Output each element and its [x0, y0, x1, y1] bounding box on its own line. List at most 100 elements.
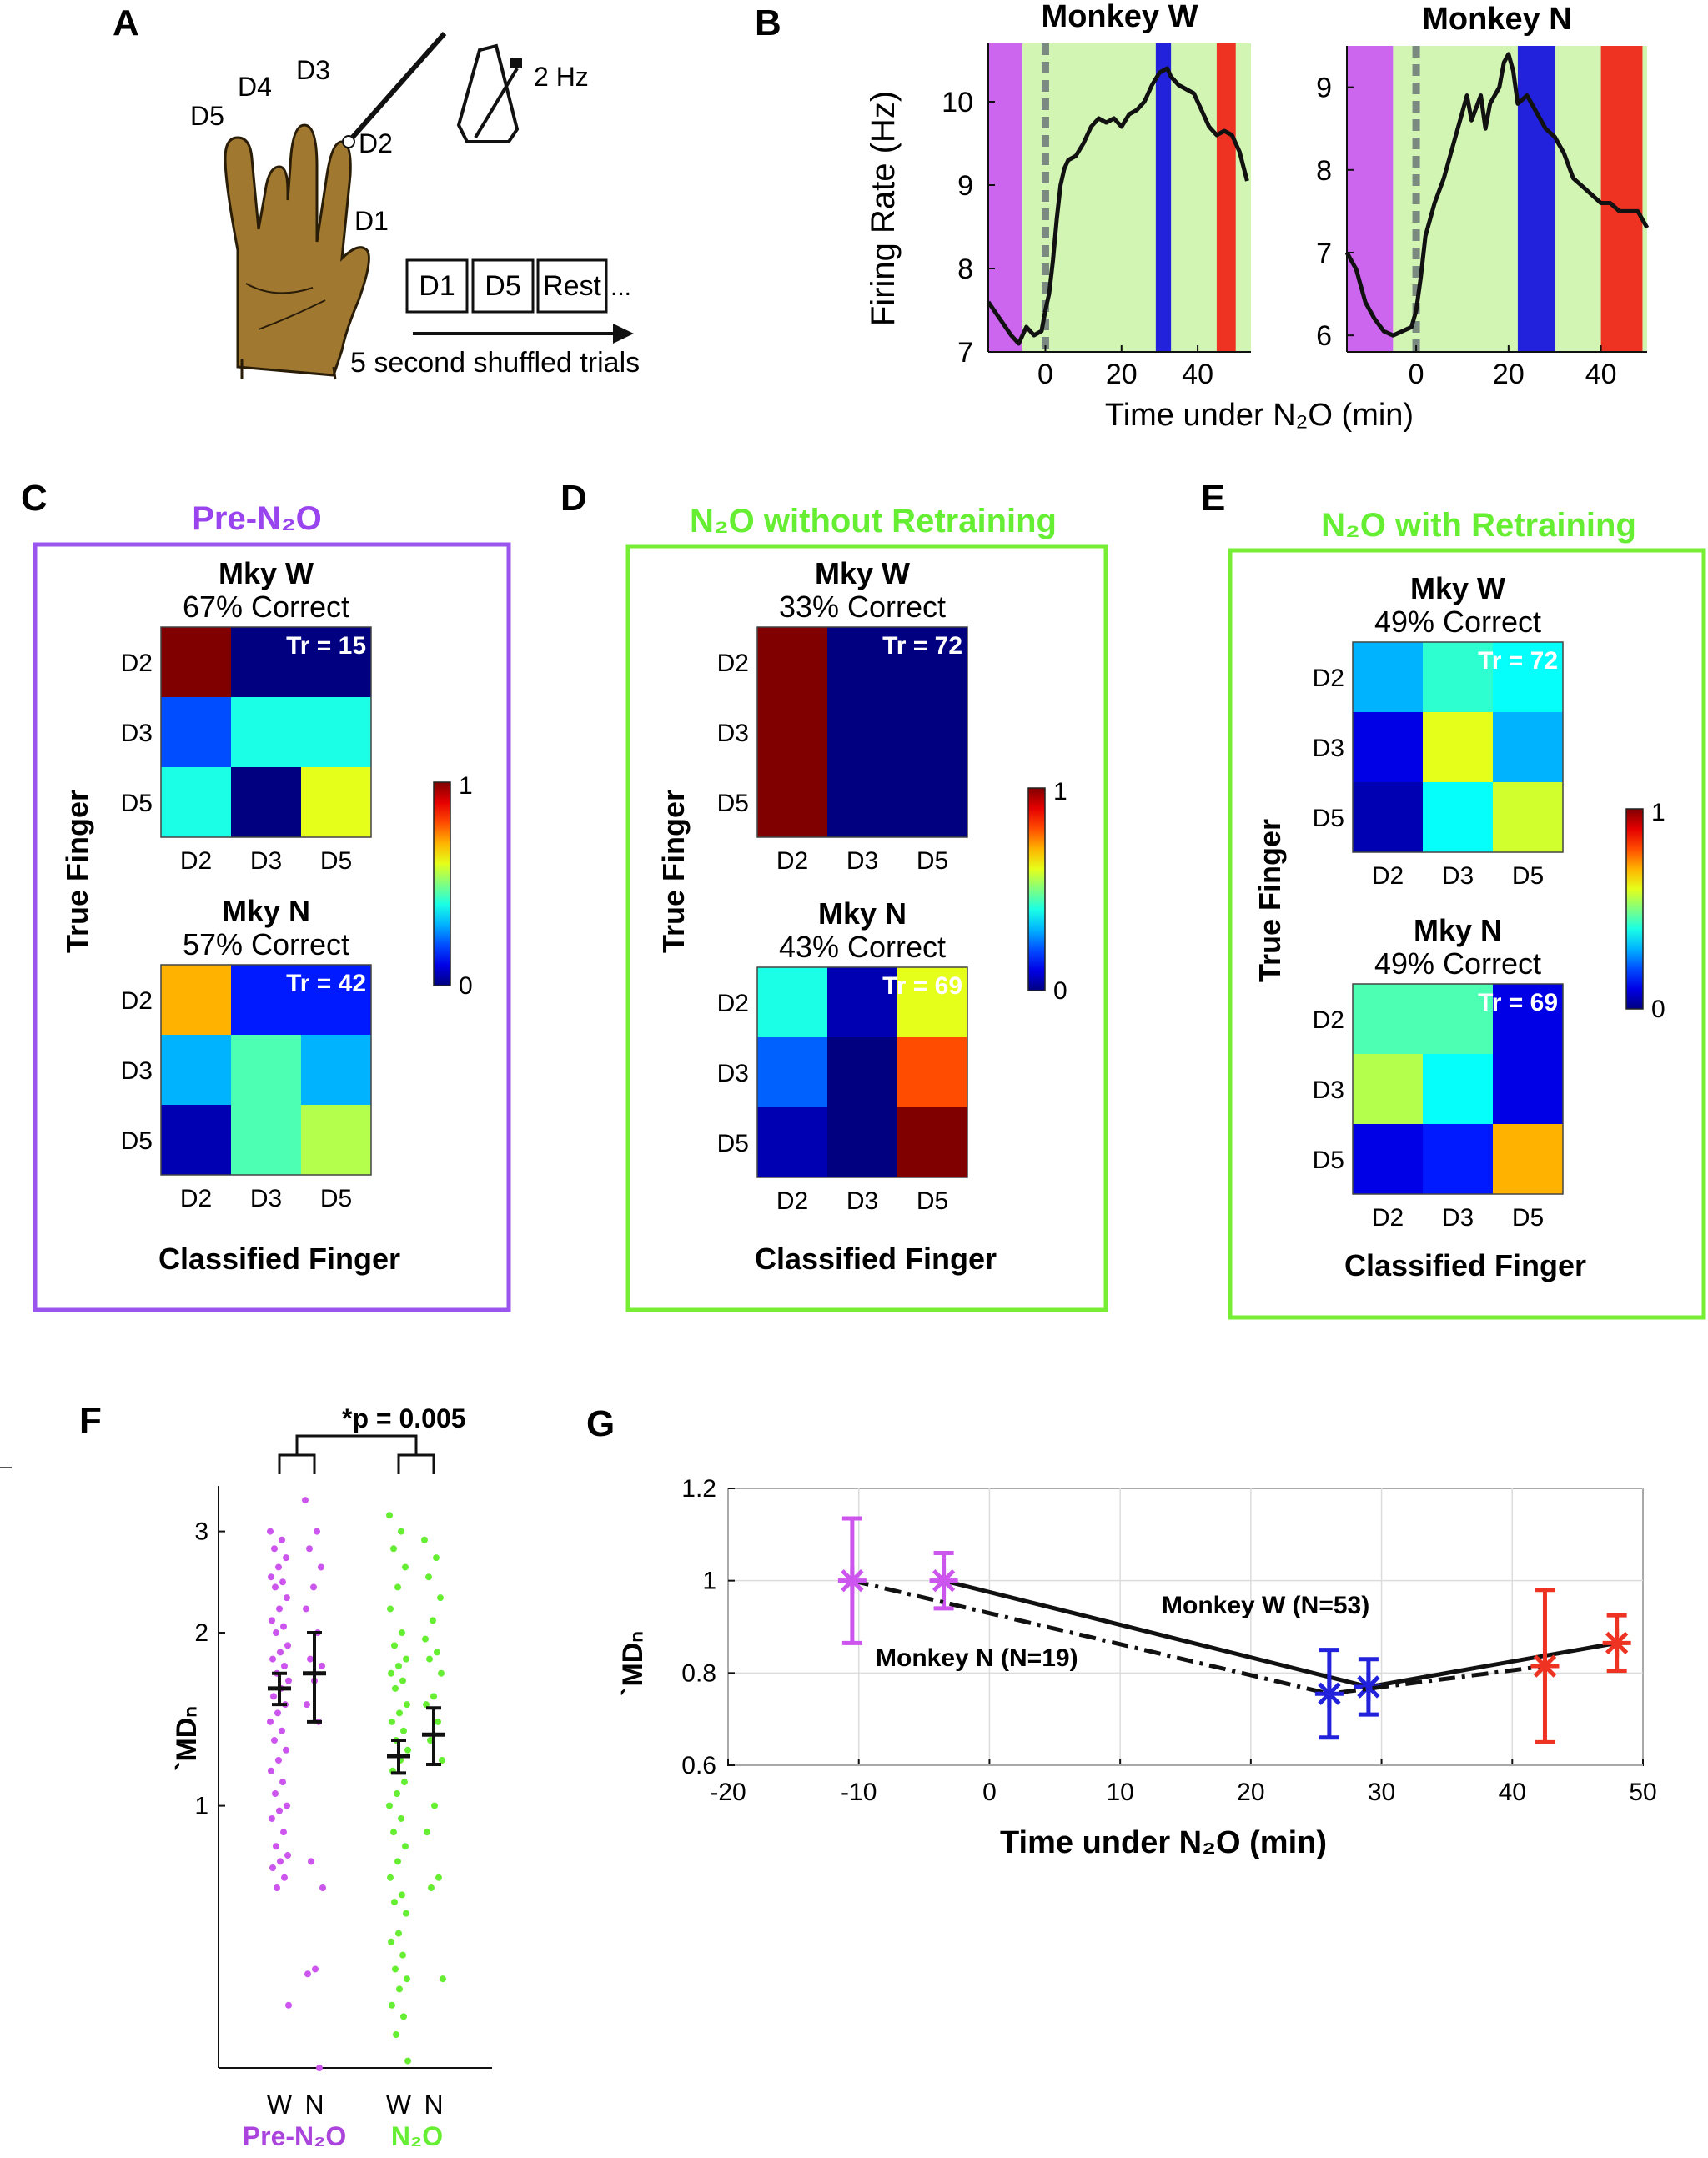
f-point-1 [319, 1884, 326, 1891]
f-point-0 [272, 1583, 279, 1591]
d-w-cell [897, 767, 967, 837]
e-w-trials: Tr = 72 [1478, 647, 1558, 675]
b-w-firing-rate-trace [986, 66, 1249, 346]
b-n-ytick-label: 8 [1316, 155, 1332, 187]
e-n-title: Mky N [1414, 913, 1502, 947]
e-w-row-label: D3 [1313, 735, 1344, 762]
b-n-ytick-label: 7 [1316, 238, 1332, 269]
f-point-3 [440, 1975, 446, 1983]
f-point-3 [435, 1718, 441, 1725]
c-n-row-label: D2 [121, 987, 153, 1015]
f-ytick-label: 3 [194, 1518, 208, 1546]
e-w-row-label: D2 [1313, 665, 1344, 692]
c-n-accuracy: 57% Correct [183, 927, 349, 961]
panel-d-colorbar [1027, 787, 1046, 991]
g-xtick-label: -20 [710, 1779, 746, 1806]
f-point-0 [267, 1718, 274, 1725]
f-point-0 [279, 1536, 285, 1543]
c-n-cell [161, 1105, 231, 1175]
c-n-col-label: D5 [320, 1185, 352, 1212]
f-point-2 [400, 2013, 407, 2020]
f-point-3 [439, 1757, 445, 1764]
panel-e-colorbar-max: 1 [1651, 799, 1665, 826]
b-w-xtick-label: 0 [1037, 359, 1053, 390]
f-point-1 [304, 1701, 310, 1709]
trial-sequence: D1 D5 Rest ... 5 second shuffled trials [350, 258, 640, 379]
f-point-0 [277, 1649, 284, 1656]
e-n-row-label: D2 [1313, 1006, 1344, 1034]
e-w-cell [1493, 782, 1563, 852]
panel-letter-f: F [79, 1400, 102, 1441]
e-n-cell [1353, 984, 1423, 1054]
f-point-0 [280, 1829, 287, 1836]
f-point-0 [274, 1709, 281, 1717]
e-n-row-label: D5 [1313, 1147, 1344, 1174]
panel-d-xlabel: Classified Finger [755, 1242, 997, 1276]
c-w-col-label: D3 [250, 847, 282, 875]
g-axes-box [727, 1488, 1644, 1766]
f-ytick-label: 1 [194, 1793, 208, 1820]
f-point-2 [388, 1938, 394, 1945]
g-ytick-label: 0.8 [681, 1659, 716, 1687]
stimulation-probe [346, 32, 447, 143]
f-point-1 [302, 1497, 309, 1504]
b-w-xtick-label: 40 [1182, 359, 1213, 390]
panel-d-frame [625, 544, 1108, 1312]
f-point-0 [271, 1545, 278, 1553]
d-n-accuracy: 43% Correct [779, 930, 946, 964]
panel-letter-c: C [21, 478, 48, 519]
f-point-3 [422, 1635, 429, 1643]
f-point-2 [399, 1951, 406, 1959]
d-n-border [756, 966, 968, 1178]
c-w-col-label: D2 [180, 847, 212, 875]
c-n-cell [231, 1105, 301, 1175]
panel-f-scatter: 1 2 3 [0, 1434, 492, 2071]
panel-e-colorbar-min: 0 [1651, 996, 1665, 1023]
e-n-cell [1493, 1054, 1563, 1124]
f-point-0 [275, 1757, 282, 1764]
f-point-3 [434, 1649, 440, 1656]
d-n-cell [897, 1037, 967, 1107]
c-w-cell [301, 627, 371, 697]
f-point-3 [423, 1701, 430, 1709]
e-w-col-label: D5 [1512, 862, 1544, 890]
e-n-trials: Tr = 69 [1478, 989, 1558, 1016]
d-w-col-label: D3 [846, 847, 878, 875]
f-point-2 [386, 1802, 393, 1809]
f-point-0 [285, 2001, 292, 2009]
panel-f-group-n2o: N₂O [391, 2121, 443, 2151]
colorbars: 1 0 1 0 1 0 [433, 772, 1665, 1023]
trial-box-d5-label: D5 [485, 270, 520, 302]
c-n-border [160, 964, 372, 1176]
d-w-cell [757, 627, 827, 697]
c-w-row-label: D3 [121, 720, 153, 747]
d-n-row-label: D3 [717, 1060, 749, 1087]
b-w-ytick-label: 8 [957, 253, 973, 285]
b-n-xtick-label: 20 [1493, 359, 1525, 390]
b-w-ytick-label: 9 [957, 170, 973, 202]
b-n-xtick-label: 40 [1585, 359, 1617, 390]
f-point-2 [391, 1642, 398, 1649]
f-significance-bracket [278, 1434, 435, 1474]
d-w-cell [827, 697, 897, 767]
trial-box-rest-label: Rest [543, 270, 601, 302]
f-point-2 [404, 2057, 411, 2065]
f-point-2 [390, 1545, 397, 1553]
g-xtick-label: 40 [1499, 1779, 1526, 1806]
e-w-border [1352, 641, 1564, 853]
trial-ellipsis: ... [610, 274, 631, 301]
g-xtick-label: 0 [982, 1779, 997, 1806]
f-point-0 [283, 1746, 289, 1754]
b-n-band-blue [1517, 46, 1555, 352]
f-point-0 [273, 1629, 279, 1637]
b-n-title: Monkey N [1422, 2, 1571, 37]
f-point-0 [269, 1655, 276, 1663]
f-point-0 [268, 1767, 274, 1774]
f-point-1 [308, 1858, 314, 1865]
f-point-0 [281, 1874, 288, 1881]
f-point-3 [437, 1594, 444, 1602]
f-point-1 [304, 1970, 311, 1978]
f-point-0 [271, 1737, 278, 1744]
panel-d-colorbar-max: 1 [1053, 778, 1068, 805]
d-w-cell [897, 697, 967, 767]
